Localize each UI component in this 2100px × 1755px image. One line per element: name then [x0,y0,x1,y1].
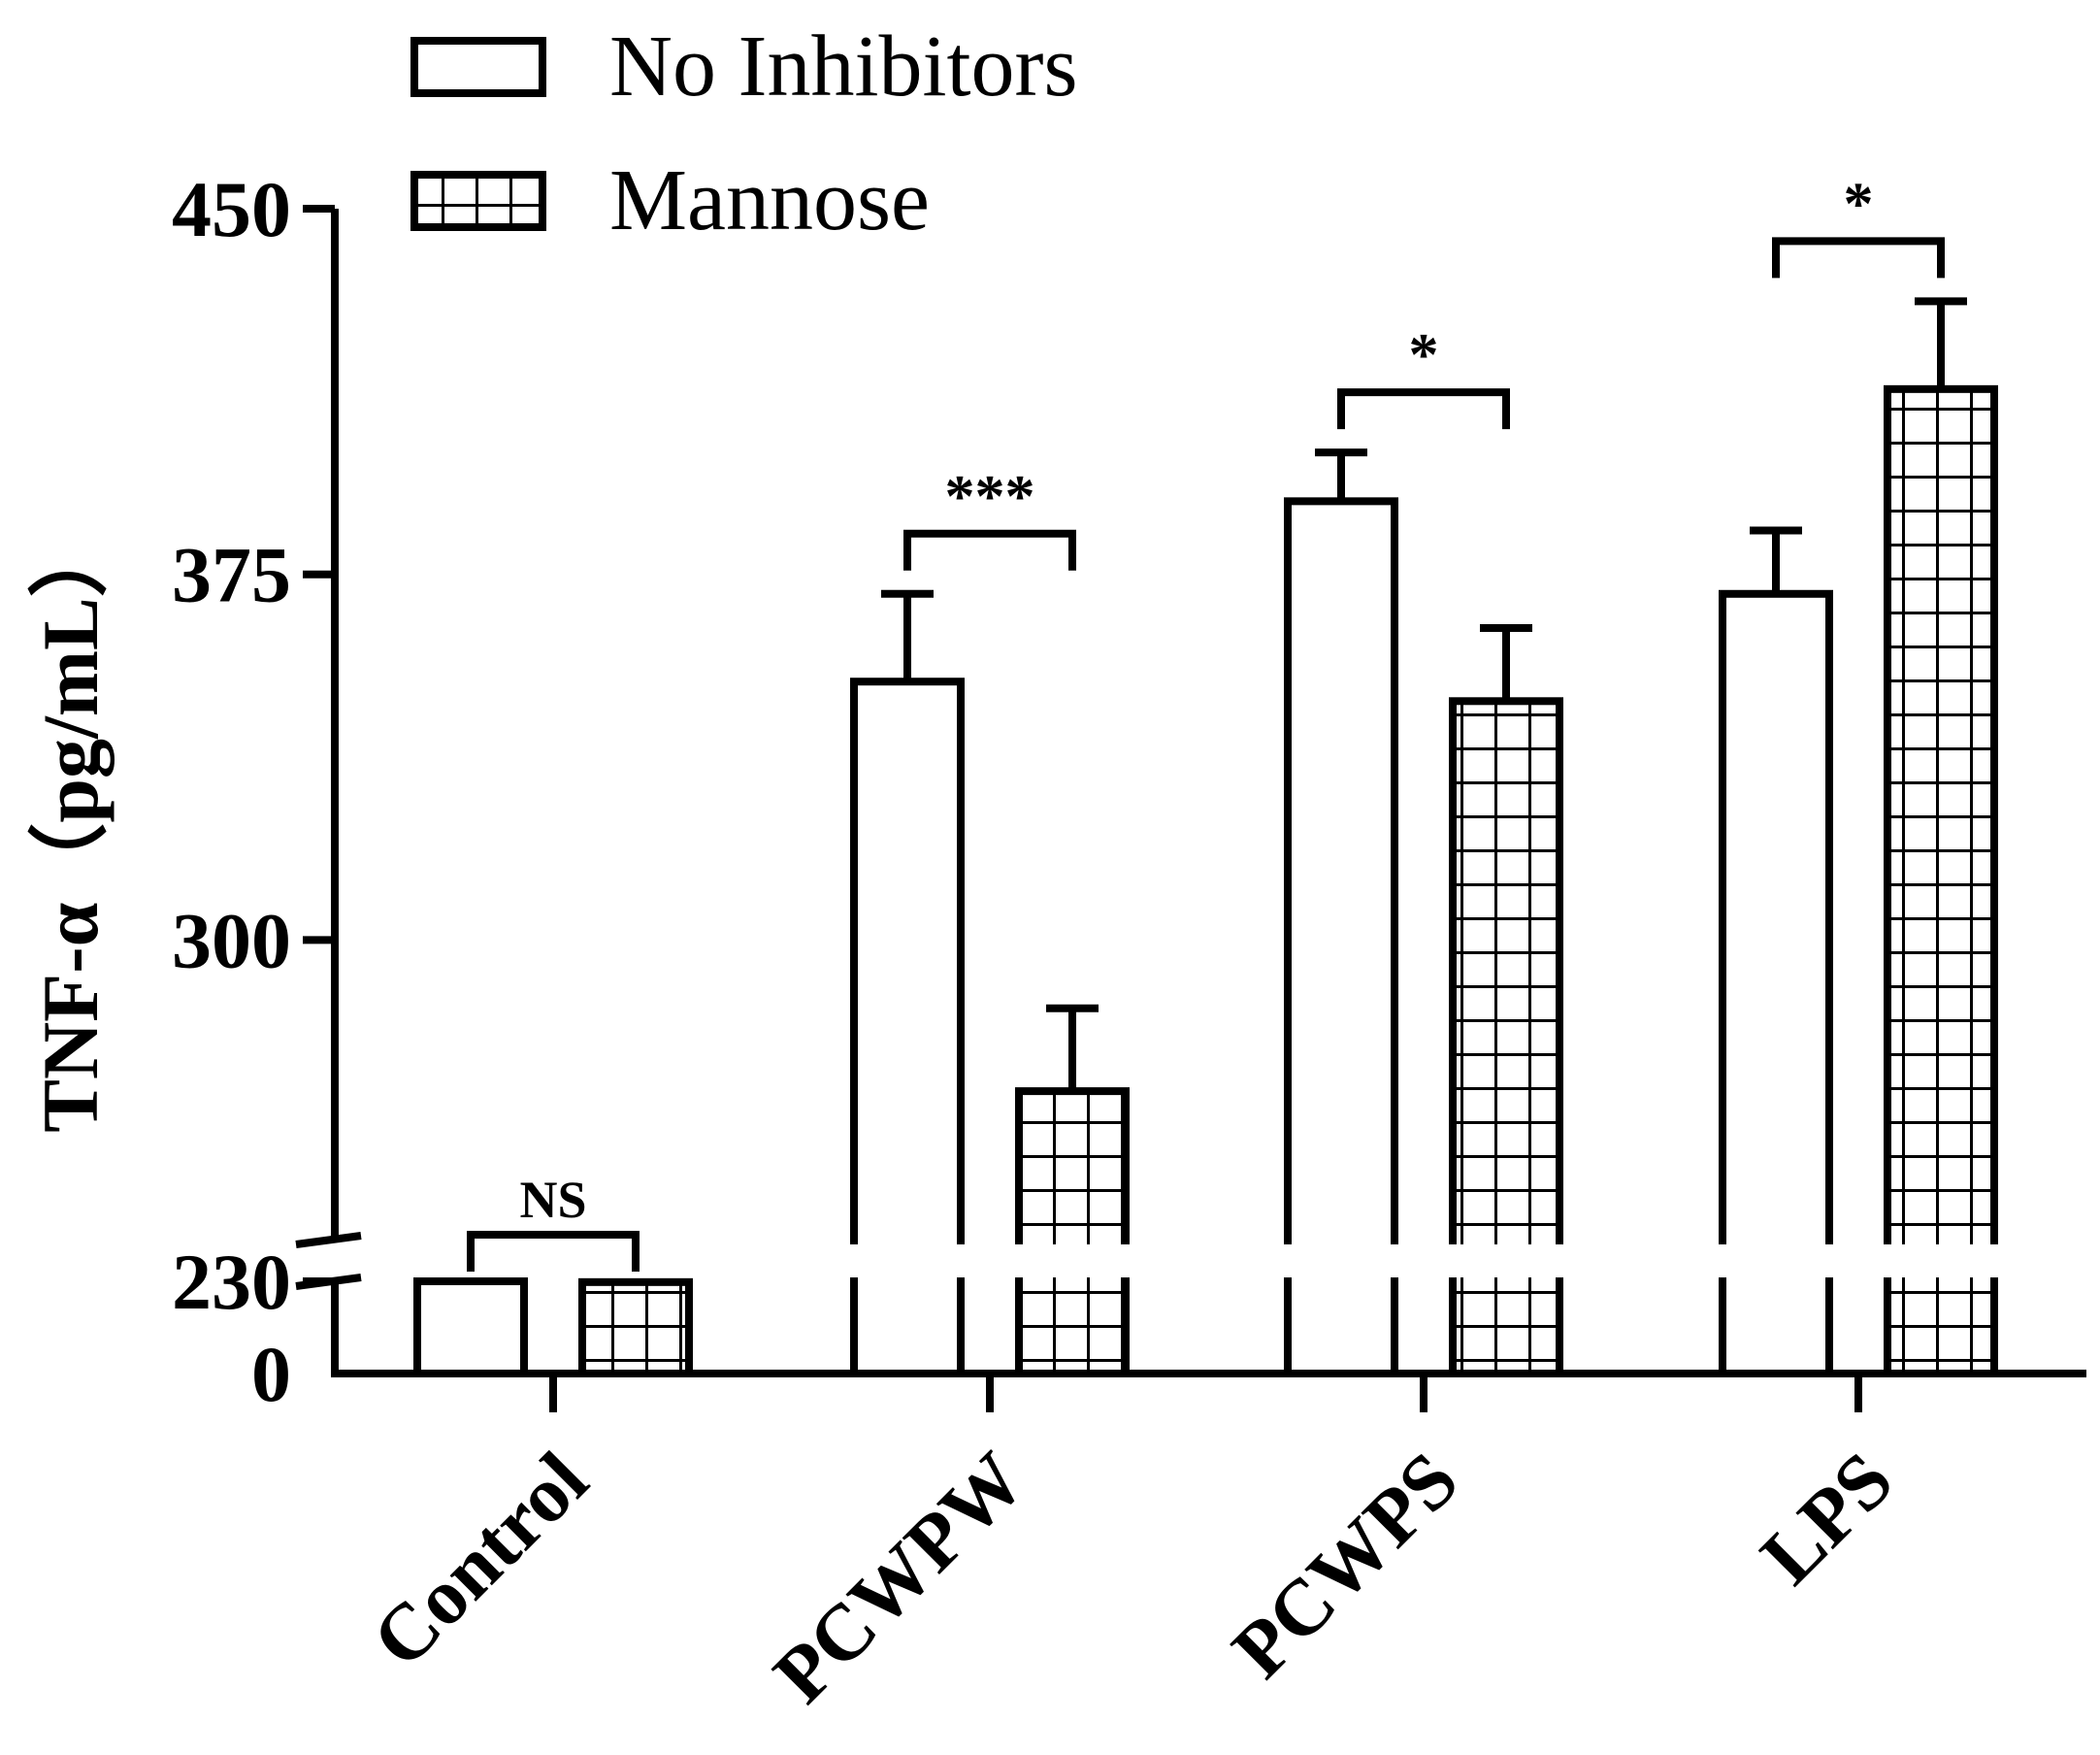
bar-mannose-pcwps [1445,697,1567,1377]
significance-lps-bracket [1772,237,1945,279]
bar-no-inhibitors-control [413,1277,528,1377]
x-axis: Control PCWPW PCWPS LPS [331,1370,2086,1719]
bar-mannose-lps-rect [1884,384,1998,1378]
legend: No Inhibitors Mannose [410,18,1077,248]
bar-no-inhibitors-lps-rect [1719,589,1833,1377]
bar-mannose-control-rect [578,1277,693,1377]
x-tick-label-pcwps: PCWPS [1215,1435,1474,1694]
y-axis-break-mark-upper [295,1232,362,1248]
bar-mannose-pcwpw [1011,1087,1133,1377]
significance-pcwps-label: * [1409,322,1439,388]
bar-mannose-lps-break [1880,1244,2002,1277]
significance-pcwpw-label: *** [945,464,1035,530]
y-tick-label-450: 450 [172,165,291,253]
bar-no-inhibitors-pcwps-rect [1284,497,1398,1377]
y-tick-label-0: 0 [251,1330,291,1418]
significance-pcwpw: *** [903,464,1076,571]
bar-no-inhibitors-pcwps [1280,497,1402,1377]
y-axis-label: TNF-α（pg/mL） [26,517,115,1132]
bar-mannose-lps [1880,384,2002,1378]
error-bars [881,297,1967,1092]
legend-label-mannose: Mannose [609,152,930,248]
legend-item-no-inhibitors: No Inhibitors [410,18,1077,115]
bars [413,384,2002,1378]
legend-swatch-no-inhibitors [410,37,546,97]
significance-brackets: NS***** [467,171,1945,1272]
bar-mannose-pcwpw-rect [1015,1087,1130,1377]
x-tick-label-control: Control [355,1435,605,1684]
y-tick-label-230: 230 [172,1238,291,1326]
bar-no-inhibitors-control-rect [413,1277,528,1377]
significance-lps: * [1772,171,1945,279]
significance-control: NS [467,1171,640,1272]
bar-mannose-pcwps-break [1445,1244,1567,1277]
significance-control-label: NS [519,1171,586,1229]
y-tick-label-300: 300 [172,896,291,984]
significance-pcwpw-bracket [903,529,1076,571]
bar-no-inhibitors-lps-break [1715,1244,1837,1277]
significance-pcwps-bracket [1337,388,1510,430]
bar-no-inhibitors-pcwpw-break [846,1244,968,1277]
significance-lps-label: * [1844,171,1874,237]
bar-no-inhibitors-pcwps-break [1280,1244,1402,1277]
bar-no-inhibitors-lps [1715,589,1837,1377]
significance-pcwps: * [1337,322,1510,430]
legend-swatch-mannose [410,171,546,231]
x-tick-label-pcwpw: PCWPW [757,1435,1041,1719]
bar-no-inhibitors-pcwpw [846,678,968,1377]
legend-label-no-inhibitors: No Inhibitors [609,18,1077,115]
significance-control-bracket [467,1231,640,1272]
y-tick-label-375: 375 [172,531,291,619]
bar-mannose-pcwpw-break [1011,1244,1133,1277]
bar-mannose-control [578,1277,693,1377]
x-tick-label-lps: LPS [1744,1435,1910,1601]
legend-item-mannose: Mannose [410,152,930,248]
